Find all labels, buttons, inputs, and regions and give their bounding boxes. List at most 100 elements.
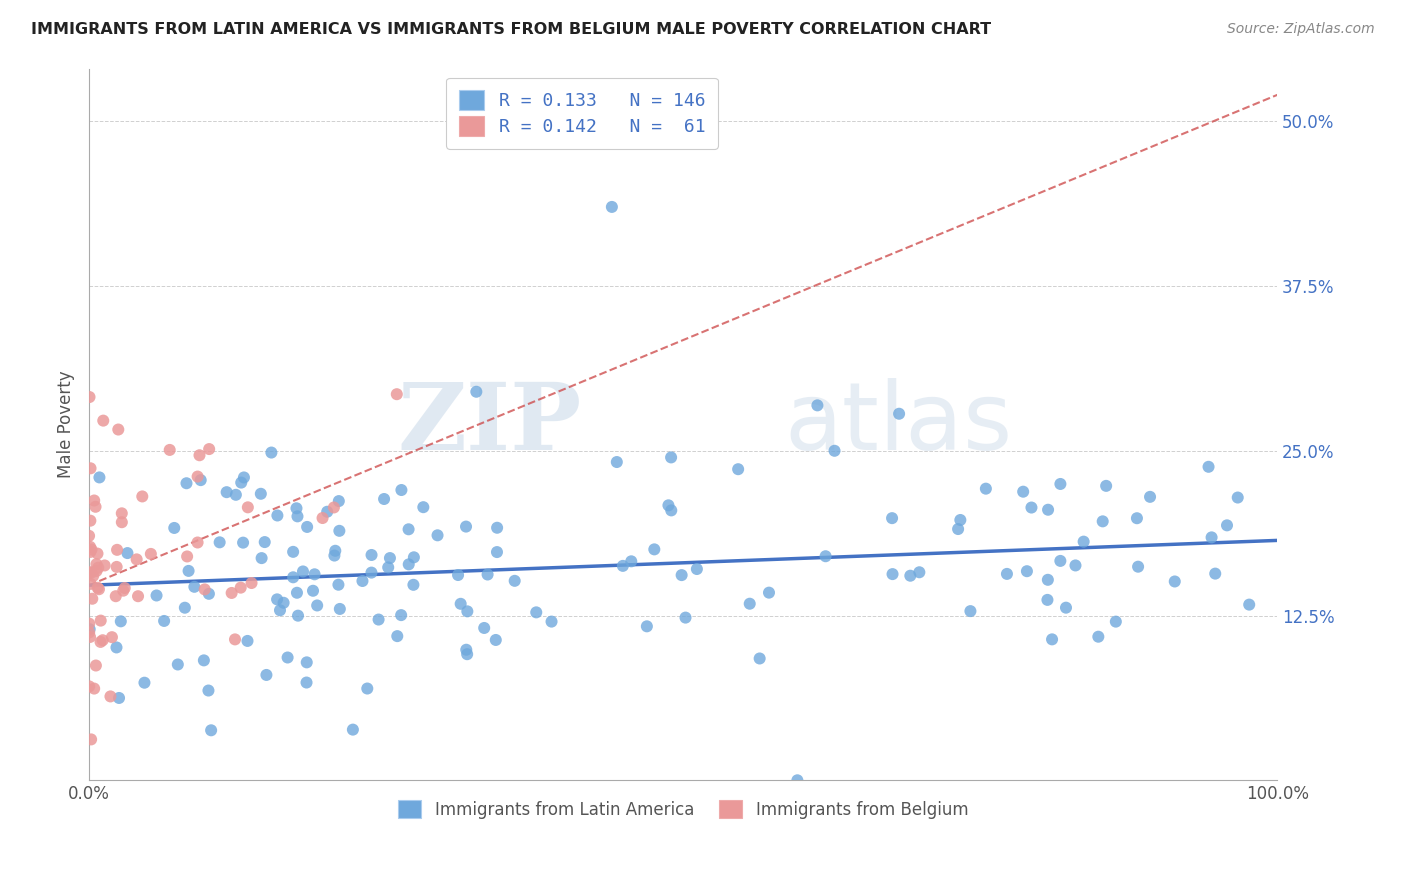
- Point: [342, 723, 364, 737]
- Point: [134, 675, 156, 690]
- Point: [946, 522, 969, 536]
- Point: [231, 475, 253, 490]
- Point: [302, 583, 325, 598]
- Point: [974, 482, 997, 496]
- Point: [322, 500, 344, 515]
- Point: [104, 589, 127, 603]
- Point: [232, 535, 254, 549]
- Point: [80, 732, 103, 747]
- Point: [176, 549, 198, 564]
- Point: [356, 681, 378, 696]
- Point: [738, 597, 761, 611]
- Point: [1036, 573, 1059, 587]
- Point: [1064, 558, 1087, 573]
- Point: [454, 519, 477, 533]
- Point: [806, 398, 828, 412]
- Point: [236, 500, 259, 515]
- Point: [166, 657, 188, 672]
- Point: [232, 470, 254, 484]
- Point: [882, 567, 904, 582]
- Point: [727, 462, 749, 476]
- Point: [287, 509, 309, 524]
- Point: [1012, 484, 1035, 499]
- Point: [101, 630, 124, 644]
- Point: [1087, 630, 1109, 644]
- Point: [1164, 574, 1187, 589]
- Point: [281, 545, 304, 559]
- Point: [173, 600, 195, 615]
- Legend: Immigrants from Latin America, Immigrants from Belgium: Immigrants from Latin America, Immigrant…: [391, 793, 974, 825]
- Point: [183, 580, 205, 594]
- Point: [329, 602, 352, 616]
- Point: [111, 515, 134, 529]
- Point: [105, 542, 128, 557]
- Point: [377, 560, 399, 574]
- Point: [112, 583, 135, 598]
- Point: [620, 554, 643, 568]
- Point: [1091, 514, 1114, 528]
- Point: [110, 615, 132, 629]
- Point: [285, 586, 308, 600]
- Point: [114, 581, 136, 595]
- Point: [79, 565, 101, 579]
- Point: [187, 535, 209, 549]
- Point: [198, 587, 221, 601]
- Point: [1126, 559, 1149, 574]
- Point: [824, 443, 846, 458]
- Point: [426, 528, 449, 542]
- Point: [1226, 491, 1249, 505]
- Point: [277, 650, 299, 665]
- Point: [323, 543, 346, 558]
- Point: [606, 455, 628, 469]
- Point: [79, 577, 101, 591]
- Point: [236, 634, 259, 648]
- Point: [657, 499, 679, 513]
- Point: [198, 442, 221, 456]
- Point: [269, 603, 291, 617]
- Point: [100, 690, 122, 704]
- Point: [84, 658, 107, 673]
- Point: [139, 547, 162, 561]
- Point: [91, 633, 114, 648]
- Point: [456, 604, 478, 618]
- Point: [291, 565, 314, 579]
- Point: [485, 632, 508, 647]
- Point: [93, 558, 115, 573]
- Point: [91, 414, 114, 428]
- Point: [105, 640, 128, 655]
- Text: IMMIGRANTS FROM LATIN AMERICA VS IMMIGRANTS FROM BELGIUM MALE POVERTY CORRELATIO: IMMIGRANTS FROM LATIN AMERICA VS IMMIGRA…: [31, 22, 991, 37]
- Point: [87, 582, 110, 597]
- Point: [90, 614, 112, 628]
- Point: [686, 562, 709, 576]
- Point: [477, 567, 499, 582]
- Point: [82, 591, 104, 606]
- Point: [77, 529, 100, 543]
- Point: [748, 651, 770, 665]
- Point: [177, 564, 200, 578]
- Point: [328, 524, 350, 538]
- Y-axis label: Male Poverty: Male Poverty: [58, 370, 75, 478]
- Point: [1054, 600, 1077, 615]
- Point: [385, 387, 408, 401]
- Point: [80, 566, 103, 580]
- Point: [887, 407, 910, 421]
- Point: [671, 568, 693, 582]
- Point: [208, 535, 231, 549]
- Point: [86, 564, 108, 578]
- Point: [1073, 534, 1095, 549]
- Point: [266, 508, 288, 523]
- Point: [995, 566, 1018, 581]
- Point: [86, 581, 108, 595]
- Text: ZIP: ZIP: [398, 379, 582, 469]
- Point: [391, 483, 413, 497]
- Point: [79, 630, 101, 644]
- Point: [1049, 477, 1071, 491]
- Point: [1201, 530, 1223, 544]
- Point: [373, 491, 395, 506]
- Point: [273, 596, 295, 610]
- Point: [221, 586, 243, 600]
- Point: [1036, 502, 1059, 516]
- Point: [524, 605, 547, 619]
- Point: [959, 604, 981, 618]
- Point: [295, 656, 318, 670]
